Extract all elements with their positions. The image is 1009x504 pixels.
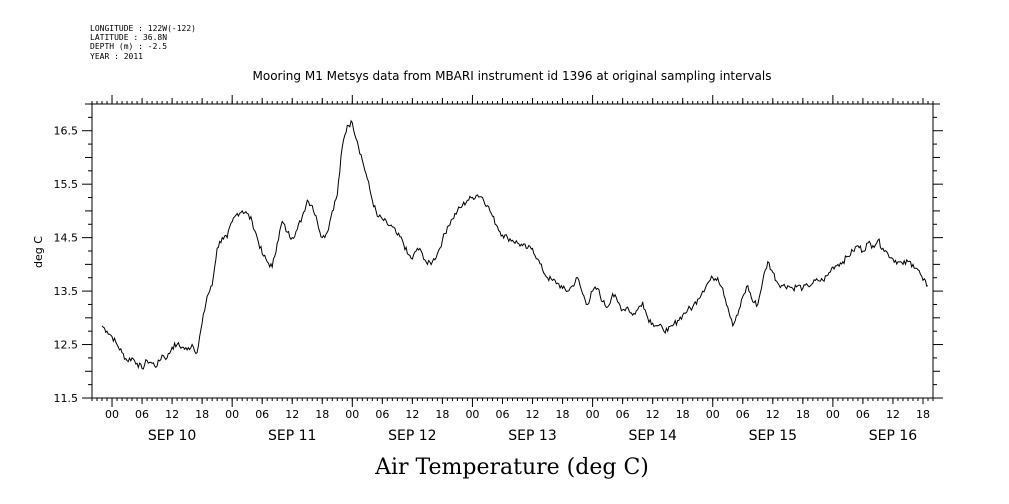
y-tick-label: 16.5 (54, 125, 79, 138)
x-tick-label: 12 (646, 408, 660, 421)
x-tick-label: 06 (495, 408, 509, 421)
y-axis-label: deg C (32, 236, 45, 268)
y-tick-label: 11.5 (54, 392, 79, 405)
x-day-label: SEP 12 (388, 428, 436, 444)
y-tick-label: 15.5 (54, 178, 79, 191)
x-tick-label: 06 (375, 408, 389, 421)
minor-ticks (91, 101, 934, 401)
x-tick-label: 12 (285, 408, 299, 421)
x-axis-title: Air Temperature (deg C) (374, 455, 649, 480)
chart-title: Mooring M1 Metsys data from MBARI instru… (253, 69, 772, 83)
x-tick-label: 12 (405, 408, 419, 421)
latitude-text: LATITUDE : 36.8N (90, 33, 167, 42)
longitude-text: LONGITUDE : 122W(-122) (90, 24, 196, 33)
x-tick-label: 12 (165, 408, 179, 421)
x-tick-label: 18 (796, 408, 810, 421)
plot-frame (91, 103, 934, 399)
x-tick-label: 18 (676, 408, 690, 421)
x-tick-label: 12 (766, 408, 780, 421)
x-tick-label: 12 (526, 408, 540, 421)
x-tick-label: 18 (435, 408, 449, 421)
x-tick-label: 06 (616, 408, 630, 421)
x-tick-label: 12 (886, 408, 900, 421)
x-day-label: SEP 14 (628, 428, 677, 444)
y-axis: 11.5 12.5 13.5 14.5 15.5 16.5 (54, 103, 943, 405)
x-tick-label: 00 (826, 408, 840, 421)
x-day-label: SEP 13 (508, 428, 556, 444)
x-tick-label: 18 (195, 408, 209, 421)
x-tick-label: 06 (255, 408, 269, 421)
x-tick-label: 00 (225, 408, 239, 421)
x-day-label: SEP 10 (148, 428, 196, 444)
x-tick-label: 18 (916, 408, 930, 421)
x-day-label: SEP 11 (268, 428, 316, 444)
x-day-label: SEP 16 (869, 428, 918, 444)
x-day-label: SEP 15 (749, 428, 797, 444)
x-tick-label: 00 (345, 408, 359, 421)
series-line (101, 119, 929, 370)
y-tick-label: 12.5 (54, 339, 79, 352)
x-axis: 00 06 12 18 00 06 12 18 00 06 12 18 00 06 12 18 00 06 12 18… (105, 95, 930, 444)
x-tick-label: 18 (556, 408, 570, 421)
y-tick-label: 13.5 (54, 285, 79, 298)
x-tick-label: 06 (856, 408, 870, 421)
x-tick-label: 00 (465, 408, 479, 421)
year-text: YEAR : 2011 (90, 52, 143, 61)
x-tick-label: 00 (586, 408, 600, 421)
x-tick-label: 00 (706, 408, 720, 421)
x-tick-label: 00 (105, 408, 119, 421)
series-group (101, 119, 929, 370)
x-tick-label: 06 (135, 408, 149, 421)
depth-text: DEPTH (m) : -2.5 (90, 42, 167, 51)
x-tick-label: 06 (736, 408, 750, 421)
y-tick-label: 14.5 (54, 232, 79, 245)
x-tick-label: 18 (315, 408, 329, 421)
